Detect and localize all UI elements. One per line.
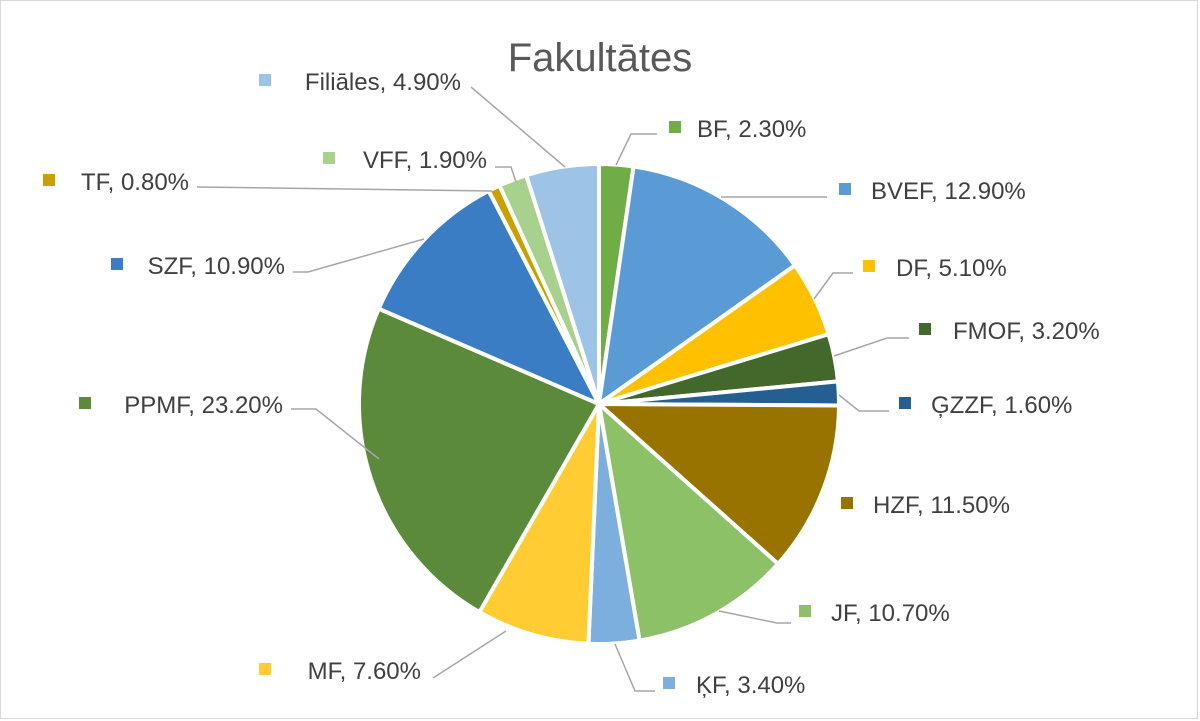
data-label-11: TF, 0.80% bbox=[81, 169, 189, 196]
data-label-1: BVEF, 12.90% bbox=[871, 178, 1026, 205]
label-swatch-4 bbox=[899, 397, 911, 409]
pie-slice-9 bbox=[357, 306, 601, 615]
leader-line-8 bbox=[432, 630, 507, 679]
label-swatch-6 bbox=[799, 605, 811, 617]
data-label-12: VFF, 1.90% bbox=[363, 147, 487, 174]
pie-slice-1 bbox=[597, 164, 797, 406]
leader-line-4 bbox=[838, 394, 889, 412]
label-swatch-1 bbox=[839, 183, 851, 195]
label-swatch-12 bbox=[323, 152, 335, 164]
label-swatch-13 bbox=[259, 74, 271, 86]
data-label-5: HZF, 11.50% bbox=[873, 492, 1010, 519]
leader-line-6 bbox=[718, 610, 791, 624]
label-swatch-8 bbox=[259, 663, 271, 675]
leader-line-11 bbox=[196, 186, 493, 192]
label-swatch-9 bbox=[79, 397, 91, 409]
label-swatch-11 bbox=[43, 174, 55, 186]
label-swatch-3 bbox=[919, 323, 931, 335]
leader-line-13 bbox=[470, 86, 566, 168]
label-swatch-10 bbox=[111, 258, 123, 270]
data-label-8: MF, 7.60% bbox=[308, 658, 421, 685]
data-label-2: DF, 5.10% bbox=[896, 255, 1007, 282]
data-label-13: Filiāles, 4.90% bbox=[305, 69, 461, 96]
label-swatch-0 bbox=[669, 121, 681, 133]
leader-line-12 bbox=[495, 166, 517, 183]
pie-slice-8 bbox=[477, 402, 601, 646]
pie-slice-5 bbox=[597, 402, 841, 566]
leader-lines bbox=[196, 86, 909, 692]
data-label-0: BF, 2.30% bbox=[697, 116, 806, 143]
leader-line-2 bbox=[813, 272, 853, 300]
leader-line-9 bbox=[291, 408, 380, 460]
leader-line-7 bbox=[614, 643, 655, 692]
leader-line-10 bbox=[293, 238, 425, 273]
data-label-9: PPMF, 23.20% bbox=[124, 392, 283, 419]
label-swatch-5 bbox=[841, 497, 853, 509]
pie-slice-13 bbox=[524, 162, 601, 406]
data-label-4: ĢZZF, 1.60% bbox=[931, 392, 1072, 419]
data-label-7: ĶF, 3.40% bbox=[696, 672, 805, 699]
leader-line-3 bbox=[833, 337, 909, 357]
data-label-3: FMOF, 3.20% bbox=[953, 318, 1100, 345]
data-label-10: SZF, 10.90% bbox=[148, 253, 285, 280]
data-label-6: JF, 10.70% bbox=[831, 600, 950, 627]
leader-line-0 bbox=[615, 133, 657, 166]
pie-slice-10 bbox=[376, 188, 601, 406]
label-swatch-2 bbox=[863, 260, 875, 272]
label-swatch-7 bbox=[663, 677, 675, 689]
pie-slices bbox=[357, 162, 842, 646]
pie-slice-6 bbox=[597, 402, 781, 643]
data-labels: BF, 2.30% BVEF, 12.90% DF, 5.10% FMOF, 3.20… bbox=[43, 69, 1100, 699]
chart-title: Fakultātes bbox=[508, 36, 693, 80]
